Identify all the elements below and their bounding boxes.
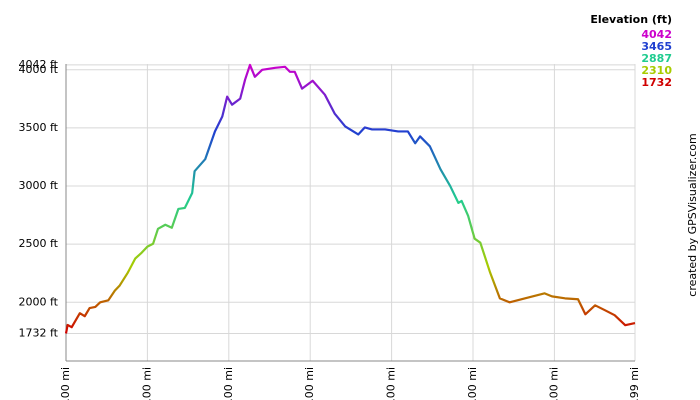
y-tick-label: 1732 ft — [19, 326, 59, 339]
y-tick-label: 2500 ft — [19, 237, 59, 250]
x-tick-label: 0.00 mi — [59, 367, 72, 400]
y-tick-label: 3500 ft — [19, 121, 59, 134]
x-tick-label: 1.00 mi — [140, 367, 153, 400]
legend-value: 1732 — [641, 76, 672, 89]
elevation-line — [64, 63, 636, 334]
legend-value: 2887 — [641, 52, 672, 65]
x-tick-label: 6.00 mi — [547, 367, 560, 400]
x-tick-label: 2.00 mi — [222, 367, 235, 400]
y-tick-label: 4000 ft — [19, 63, 59, 76]
y-tick-label: 2000 ft — [19, 295, 59, 308]
x-tick-label: 6.99 mi — [628, 367, 641, 400]
legend-value: 2310 — [641, 64, 672, 77]
y-tick-label: 3000 ft — [19, 179, 59, 192]
legend-title: Elevation (ft) — [590, 13, 672, 26]
x-tick-label: 4.00 mi — [385, 367, 398, 400]
x-tick-label: 5.00 mi — [466, 367, 479, 400]
y-tick-label: 4042 ft — [19, 58, 59, 71]
legend-value: 3465 — [641, 40, 672, 53]
legend-value: 4042 — [641, 28, 672, 41]
credit: created by GPSVisualizer.com — [686, 133, 699, 296]
x-tick-label: 3.00 mi — [303, 367, 316, 400]
